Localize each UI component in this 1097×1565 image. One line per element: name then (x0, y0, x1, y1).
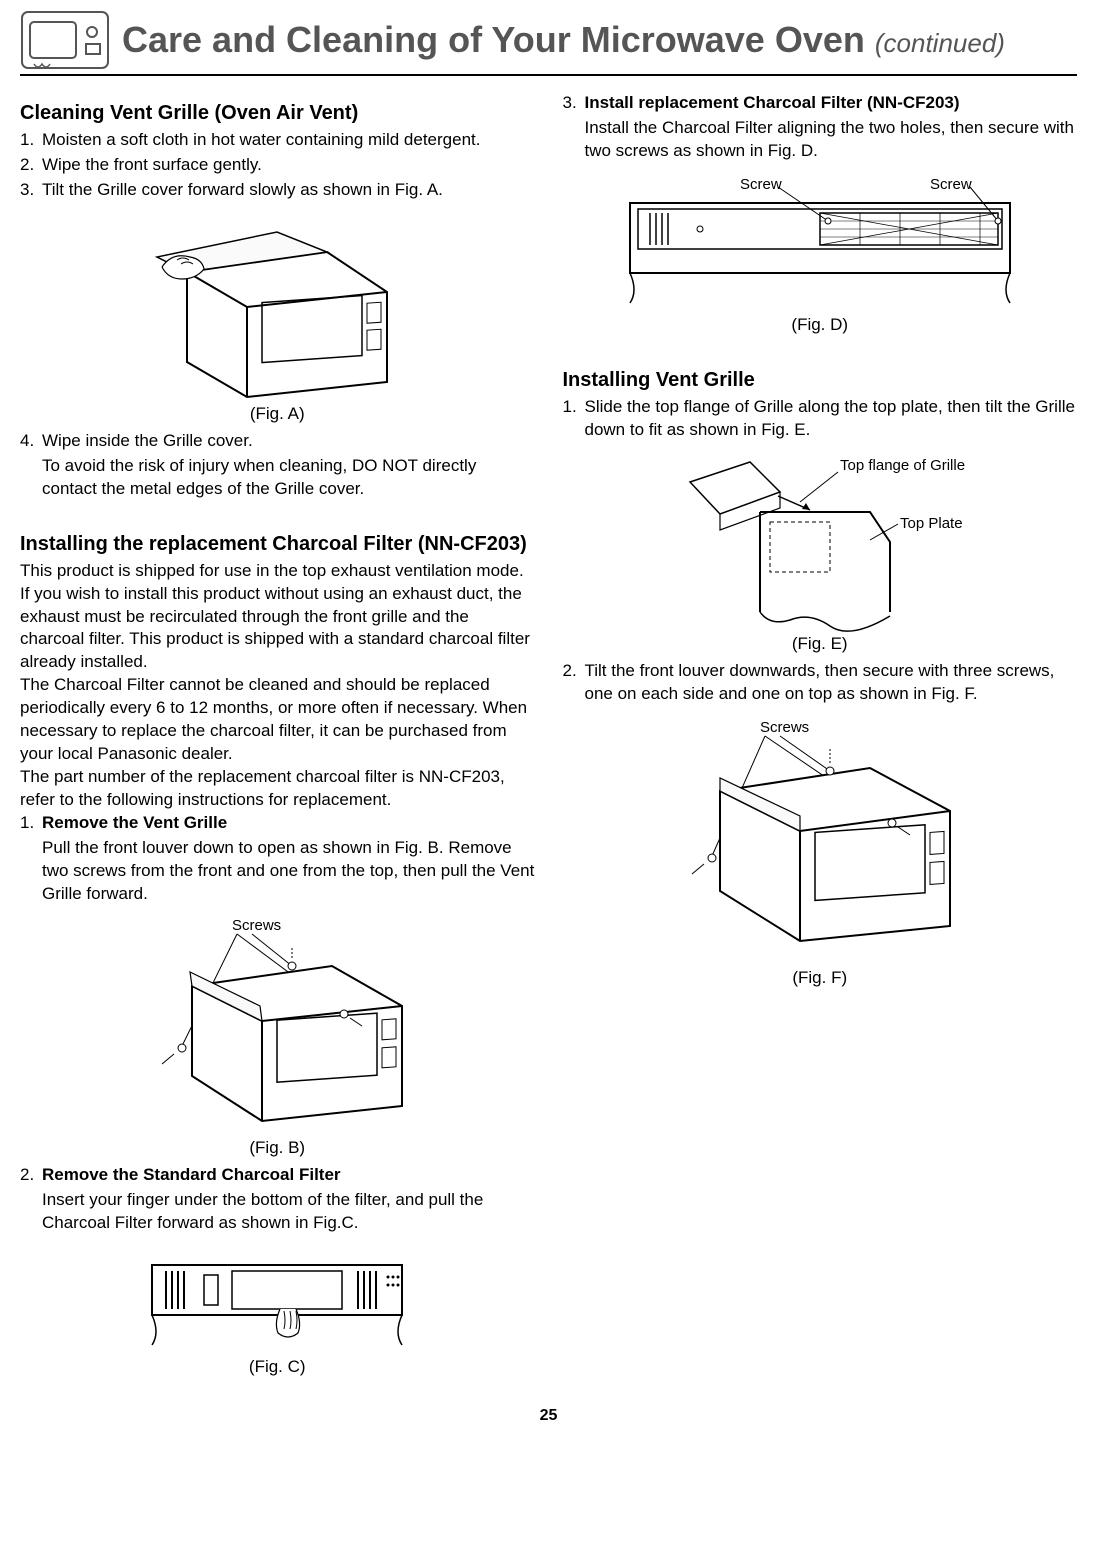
figure-e-svg: Top flange of Grille Top Plate (660, 452, 980, 632)
left-column: Cleaning Vent Grille (Oven Air Vent) 1. … (20, 92, 535, 1383)
step-number: 1. (563, 396, 585, 442)
figure-e-caption: (Fig. E) (563, 634, 1078, 654)
step-text: Wipe inside the Grille cover. (42, 430, 535, 453)
figure-d-svg: Screw Screw (610, 173, 1030, 313)
step-title: Remove the Vent Grille (42, 813, 227, 832)
clean-step-4: 4. Wipe inside the Grille cover. (20, 430, 535, 453)
install-filter-p2: If you wish to install this product with… (20, 583, 535, 675)
microwave-header-icon (20, 10, 110, 70)
figure-f: Screws (Fig. F) (563, 716, 1078, 988)
content-columns: Cleaning Vent Grille (Oven Air Vent) 1. … (20, 92, 1077, 1383)
figure-b-screws-label: Screws (232, 917, 281, 934)
install-filter-heading: Installing the replacement Charcoal Filt… (20, 533, 535, 556)
step-title: Install replacement Charcoal Filter (NN-… (585, 93, 960, 112)
filter-step-3: 3. Install replacement Charcoal Filter (… (563, 92, 1078, 115)
figure-f-svg: Screws (650, 716, 990, 966)
step-text: Wipe the front surface gently. (42, 154, 535, 177)
grille-step-1: 1. Slide the top flange of Grille along … (563, 396, 1078, 442)
figure-c-caption: (Fig. C) (20, 1357, 535, 1377)
step-text: Tilt the Grille cover forward slowly as … (42, 179, 535, 202)
step-text: Tilt the front louver downwards, then se… (585, 660, 1078, 706)
figure-a-svg (127, 212, 427, 402)
figure-b: Screws (Fig. B) (20, 916, 535, 1158)
step-number: 1. (20, 812, 42, 835)
figure-a-caption: (Fig. A) (20, 404, 535, 424)
figure-e: Top flange of Grille Top Plate (Fig. E) (563, 452, 1078, 654)
filter-step-2: 2. Remove the Standard Charcoal Filter (20, 1164, 535, 1187)
step-number: 3. (20, 179, 42, 202)
clean-step-1: 1. Moisten a soft cloth in hot water con… (20, 129, 535, 152)
install-filter-p1: This product is shipped for use in the t… (20, 560, 535, 583)
step-text: Slide the top flange of Grille along the… (585, 396, 1078, 442)
step-number: 1. (20, 129, 42, 152)
grille-step-2: 2. Tilt the front louver downwards, then… (563, 660, 1078, 706)
figure-e-plate-label: Top Plate (900, 515, 963, 532)
step-title: Remove the Standard Charcoal Filter (42, 1165, 341, 1184)
figure-d-screw-right: Screw (930, 176, 972, 193)
figure-b-caption: (Fig. B) (20, 1138, 535, 1158)
page-title-continued: (continued) (875, 28, 1005, 58)
filter-step-2-body: Insert your finger under the bottom of t… (20, 1189, 535, 1235)
install-filter-p3: The Charcoal Filter cannot be cleaned an… (20, 674, 535, 766)
figure-c-svg (122, 1245, 432, 1355)
cleaning-heading: Cleaning Vent Grille (Oven Air Vent) (20, 102, 535, 125)
figure-c: (Fig. C) (20, 1245, 535, 1377)
figure-e-flange-label: Top flange of Grille (840, 457, 965, 474)
filter-step-1-body: Pull the front louver down to open as sh… (20, 837, 535, 906)
install-grille-heading: Installing Vent Grille (563, 369, 1078, 392)
figure-f-screws-label: Screws (760, 719, 809, 736)
step-number: 2. (20, 154, 42, 177)
figure-d-screw-left: Screw (740, 176, 782, 193)
install-filter-p4: The part number of the replacement charc… (20, 766, 535, 812)
right-column: 3. Install replacement Charcoal Filter (… (563, 92, 1078, 1383)
page-number: 25 (20, 1407, 1077, 1425)
step-text: Moisten a soft cloth in hot water contai… (42, 129, 535, 152)
step-number: 2. (563, 660, 585, 706)
figure-d: Screw Screw (563, 173, 1078, 335)
figure-a: (Fig. A) (20, 212, 535, 424)
page-title: Care and Cleaning of Your Microwave Oven (122, 19, 875, 60)
filter-step-1: 1. Remove the Vent Grille (20, 812, 535, 835)
step-number: 4. (20, 430, 42, 453)
clean-step-2: 2. Wipe the front surface gently. (20, 154, 535, 177)
filter-step-3-body: Install the Charcoal Filter aligning the… (563, 117, 1078, 163)
clean-step-4-body: To avoid the risk of injury when cleanin… (20, 455, 535, 501)
figure-f-caption: (Fig. F) (563, 968, 1078, 988)
step-number: 3. (563, 92, 585, 115)
page-header: Care and Cleaning of Your Microwave Oven… (20, 10, 1077, 76)
figure-b-svg: Screws (122, 916, 432, 1136)
step-number: 2. (20, 1164, 42, 1187)
clean-step-3: 3. Tilt the Grille cover forward slowly … (20, 179, 535, 202)
figure-d-caption: (Fig. D) (563, 315, 1078, 335)
